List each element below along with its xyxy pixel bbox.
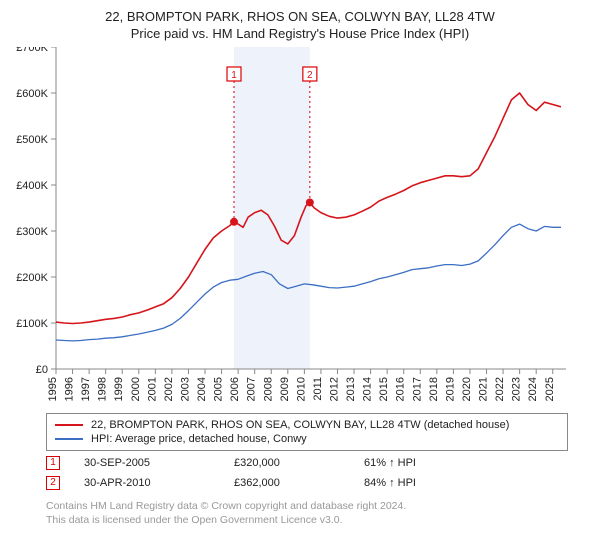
point-pct: 84% ↑ HPI bbox=[364, 477, 484, 489]
svg-text:2025: 2025 bbox=[544, 377, 556, 401]
svg-text:2015: 2015 bbox=[378, 377, 390, 401]
legend-swatch bbox=[55, 438, 83, 440]
svg-text:£300K: £300K bbox=[16, 226, 48, 238]
svg-text:2022: 2022 bbox=[494, 377, 506, 401]
svg-text:1997: 1997 bbox=[80, 377, 92, 401]
svg-text:2021: 2021 bbox=[478, 377, 490, 401]
point-pct: 61% ↑ HPI bbox=[364, 457, 484, 469]
legend-label: 22, BROMPTON PARK, RHOS ON SEA, COLWYN B… bbox=[91, 419, 509, 431]
svg-text:2019: 2019 bbox=[444, 377, 456, 401]
point-price: £320,000 bbox=[234, 457, 364, 469]
svg-text:2004: 2004 bbox=[196, 377, 208, 401]
svg-text:£600K: £600K bbox=[16, 88, 48, 100]
footer: Contains HM Land Registry data © Crown c… bbox=[46, 499, 568, 527]
chart-title-line1: 22, BROMPTON PARK, RHOS ON SEA, COLWYN B… bbox=[10, 8, 590, 26]
svg-text:2001: 2001 bbox=[146, 377, 158, 401]
legend-item: 22, BROMPTON PARK, RHOS ON SEA, COLWYN B… bbox=[55, 418, 559, 432]
svg-text:2007: 2007 bbox=[246, 377, 258, 401]
legend-item: HPI: Average price, detached house, Conw… bbox=[55, 432, 559, 446]
svg-text:2020: 2020 bbox=[461, 377, 473, 401]
chart: £0 £100K £200K £300K £400K £500K £600K £700K 199… bbox=[10, 47, 590, 407]
legend-label: HPI: Average price, detached house, Conw… bbox=[91, 433, 307, 445]
svg-text:1999: 1999 bbox=[113, 377, 125, 401]
point-price: £362,000 bbox=[234, 477, 364, 489]
svg-text:2012: 2012 bbox=[328, 377, 340, 401]
svg-text:1996: 1996 bbox=[64, 377, 76, 401]
marker-badge: 1 bbox=[46, 456, 60, 470]
svg-text:2014: 2014 bbox=[362, 377, 374, 401]
svg-text:£700K: £700K bbox=[16, 47, 48, 54]
svg-text:£400K: £400K bbox=[16, 180, 48, 192]
svg-text:2008: 2008 bbox=[262, 377, 274, 401]
svg-text:2018: 2018 bbox=[428, 377, 440, 401]
legend-swatch bbox=[55, 424, 83, 426]
svg-text:£100K: £100K bbox=[16, 318, 48, 330]
svg-text:2009: 2009 bbox=[279, 377, 291, 401]
data-point-row: 2 30-APR-2010 £362,000 84% ↑ HPI bbox=[46, 473, 568, 493]
svg-text:1995: 1995 bbox=[47, 377, 59, 401]
svg-text:£200K: £200K bbox=[16, 272, 48, 284]
svg-text:£0: £0 bbox=[36, 364, 48, 376]
svg-text:2010: 2010 bbox=[295, 377, 307, 401]
footer-line: This data is licensed under the Open Gov… bbox=[46, 513, 568, 527]
footer-line: Contains HM Land Registry data © Crown c… bbox=[46, 499, 568, 513]
svg-text:2017: 2017 bbox=[411, 377, 423, 401]
svg-text:2: 2 bbox=[307, 70, 313, 81]
chart-title-line2: Price paid vs. HM Land Registry's House … bbox=[10, 26, 590, 41]
chart-svg: £0 £100K £200K £300K £400K £500K £600K £700K 199… bbox=[10, 47, 590, 407]
svg-text:2005: 2005 bbox=[213, 377, 225, 401]
svg-text:£500K: £500K bbox=[16, 134, 48, 146]
marker-badge: 2 bbox=[46, 476, 60, 490]
svg-text:2016: 2016 bbox=[395, 377, 407, 401]
data-point-row: 1 30-SEP-2005 £320,000 61% ↑ HPI bbox=[46, 453, 568, 473]
svg-text:2000: 2000 bbox=[130, 377, 142, 401]
svg-text:2011: 2011 bbox=[312, 377, 324, 401]
svg-text:2003: 2003 bbox=[179, 377, 191, 401]
point-date: 30-APR-2010 bbox=[84, 477, 234, 489]
point-date: 30-SEP-2005 bbox=[84, 457, 234, 469]
svg-text:2024: 2024 bbox=[527, 377, 539, 401]
svg-text:2013: 2013 bbox=[345, 377, 357, 401]
legend: 22, BROMPTON PARK, RHOS ON SEA, COLWYN B… bbox=[46, 413, 568, 451]
svg-text:2002: 2002 bbox=[163, 377, 175, 401]
svg-text:2023: 2023 bbox=[511, 377, 523, 401]
svg-text:1998: 1998 bbox=[97, 377, 109, 401]
svg-text:2006: 2006 bbox=[229, 377, 241, 401]
svg-text:1: 1 bbox=[231, 70, 237, 81]
